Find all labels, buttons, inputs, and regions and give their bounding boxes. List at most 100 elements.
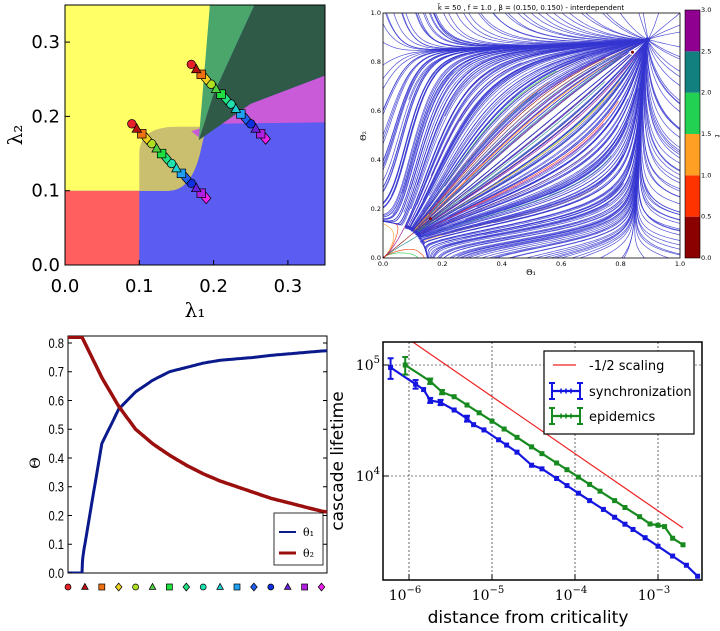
legend-marker [98,583,106,591]
parameter-marker [151,142,162,153]
series-line-theta2 [68,336,327,514]
colorbar-tick-label: 0.5 [701,213,711,221]
tick-exponent: −4 [573,585,588,596]
region-light-green [198,5,255,141]
legend-marker [267,583,275,591]
legend-label-epidemics: epidemics [589,410,656,425]
streamline [545,13,650,41]
legend-marker [132,583,139,591]
streamline [383,44,573,218]
tick-base: 10 [555,588,573,604]
streamline [421,38,649,235]
x-tick-label: 0.2 [199,276,228,297]
streamline [480,175,637,258]
axes-frame [64,4,326,266]
legend-marker [148,582,157,590]
streamline [425,37,649,237]
legend: -1/2 scaling synchronization epidemics [543,350,695,435]
parameter-marker [176,168,187,179]
data-point [683,562,689,568]
y-axis-label: Θ [28,457,44,468]
streamline [646,38,680,129]
streamline [463,13,643,44]
parameter-marker [236,109,246,119]
streamline [642,13,650,42]
streamline [383,231,416,258]
series-lines [68,336,327,573]
streamline [645,37,680,159]
legend-marker [301,583,308,591]
data-point [670,553,676,559]
colorbar-tick-label: 2.5 [701,47,711,55]
data-point [481,427,487,433]
parameter-marker [196,69,206,79]
y-tick-label: 0.1 [48,537,64,552]
data-point [662,524,668,530]
streamline [412,38,650,233]
marker-row [64,582,326,592]
streamline [647,13,680,40]
streamline [423,67,644,258]
legend-marker [114,582,123,592]
legend-marker [81,582,89,590]
data-point [622,521,628,527]
parameter-marker [250,122,262,133]
tick-base: 10 [472,588,490,604]
data-point [539,451,545,457]
x-tick-label: 1.0 [675,260,685,268]
streamline [436,55,646,251]
streamline [383,248,425,258]
y-tick-label: 0.8 [371,58,381,66]
colorbar-tick-label: 0.0 [701,254,711,262]
streamline [383,223,394,258]
tick-labels: 0.0 0.2 0.4 0.6 0.8 1.0 0.0 0.2 0.4 0.6 0.8 1.0 [371,9,686,268]
tick-exponent: −5 [490,585,505,596]
streamplot-panel: k̄ = 50 , f = 1.0 , β = (0.150, 0.150) -… [359,3,720,277]
parameter-marker [156,148,167,159]
tick-exponent: 5 [374,355,380,366]
tick-exponent: −6 [407,585,422,596]
legend-label-theta2: θ₂ [303,547,314,560]
data-point [564,467,570,473]
data-point [655,522,661,528]
y-tick-label: 104 [356,466,380,485]
x-tick-label: 10−6 [389,585,422,604]
legend-marker [250,582,258,592]
x-tick-label: 0.8 [615,260,625,268]
y-tick-label: 1.0 [371,9,381,17]
streamline [425,52,630,222]
legend-marker [64,583,72,591]
legend-swatch-epidemics [549,407,583,425]
data-point [464,402,470,408]
x-axis-label: λ₁ [185,298,206,322]
legend-marker [166,583,173,591]
tick-base: 10 [638,588,656,604]
data-point [680,542,686,548]
data-point [529,462,535,468]
colorbar-segment [685,216,700,258]
legend-marker [283,582,292,590]
legend-label-theta1: θ₁ [303,526,314,539]
data-point [514,449,520,455]
data-point [554,475,560,481]
tick-base: 10 [356,469,374,485]
streamline [415,56,645,239]
streamline [467,185,635,258]
data-point [476,410,482,416]
x-tick-label: 0.0 [378,260,388,268]
data-point [642,535,648,541]
x-tick-label: 0.2 [437,260,447,268]
colorbar-segment [685,51,700,93]
legend-marker [199,583,207,591]
data-point [501,426,507,432]
data-point [575,490,581,496]
legend-marker [182,582,191,592]
axes-frame [382,12,681,259]
x-tick-label: 10−3 [638,585,671,604]
x-tick-label: 0.6 [556,260,566,268]
x-tick-label: 10−4 [555,585,588,604]
legend-swatch-synchronization [549,382,583,400]
y-axis-label: λ₂ [3,125,27,146]
streamline [647,31,680,42]
parameter-marker [256,129,266,139]
